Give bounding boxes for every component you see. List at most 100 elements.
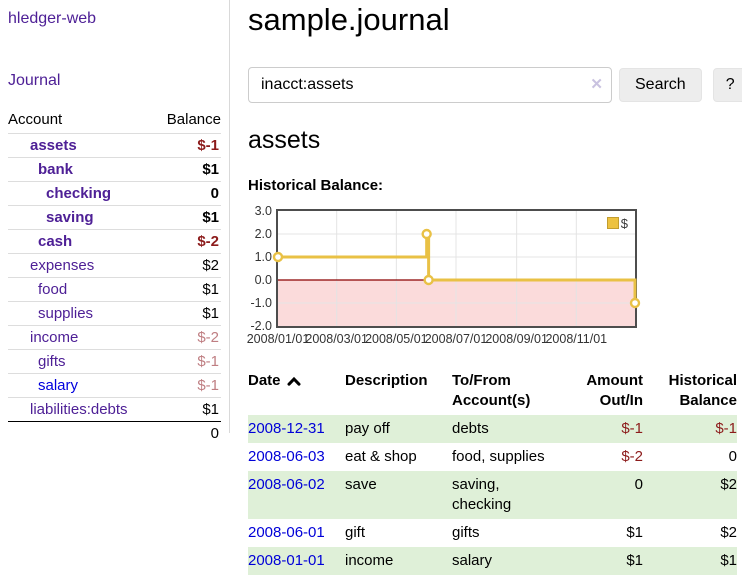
account-balance: $-1 [154,133,221,158]
search-form: ✕ Search ? [248,66,742,103]
transaction-row: 2008-06-02 save saving, checking 0 $2 [248,470,737,519]
account-balance: $-1 [154,349,221,374]
sidebar-account-link[interactable]: assets [30,137,77,154]
transaction-row: 2008-01-01 income salary $1 $1 [248,546,737,575]
transaction-amount: $-2 [621,447,643,465]
page-title: sample.journal [248,2,450,37]
account-tree-total-row: 0 [8,421,221,445]
sidebar-account-link[interactable]: bank [38,161,74,178]
x-axis-tick-label: 2008/07/01 [424,331,488,346]
date-header-label: Date [248,371,281,389]
account-row: liabilities:debts $1 [8,397,221,422]
y-axis-tick-label: -1.0 [250,295,272,310]
balance-column-header: Balance [166,111,221,128]
sidebar-account-link[interactable]: checking [46,185,112,202]
chart-legend: $ [606,215,628,231]
data-point-marker [629,297,641,308]
y-axis-tick-label: -2.0 [250,318,272,333]
chart-canvas [272,210,641,326]
account-row: gifts $-1 [8,349,221,374]
account-row: expenses $2 [8,253,221,278]
sidebar-account-link[interactable]: gifts [38,353,66,370]
account-tree-table: Account Balance assets $-1 bank $1 checking 0… [8,108,221,445]
account-balance: $1 [154,157,221,182]
sidebar-account-link[interactable]: supplies [38,305,94,322]
sidebar-item-journal[interactable]: Journal [8,72,61,89]
x-axis-tick-label: 2008/01/01 [246,331,310,346]
sidebar-account-link[interactable]: income [30,329,79,346]
x-axis-tick-label: 2008/11/01 [545,331,608,346]
sidebar-account-link[interactable]: saving [46,209,94,226]
x-axis-tick-label: 2008/03/01 [305,331,368,346]
account-row: salary $-1 [8,373,221,398]
account-balance: 0 [154,181,221,206]
transaction-description: save [345,470,452,519]
transaction-date-link[interactable]: 2008-12-31 [248,419,325,437]
accounts-header-line1: To/From [452,371,511,389]
transaction-description: income [345,546,452,575]
legend-swatch-icon [606,217,619,230]
sidebar-account-link[interactable]: food [38,281,68,298]
y-axis-tick-label: 1.0 [254,249,272,264]
transaction-row: 2008-06-01 gift gifts $1 $2 [248,519,737,547]
sidebar-account-link[interactable]: salary [38,377,79,394]
main-content: sample.journal ✕ Search ? assets Histori… [230,0,742,582]
historical-balance-chart: $ 3.0 2.0 1.0 0.0 -1.0 -2.0 2008/01/01 2008/03/… [246,203,668,346]
account-row: checking 0 [8,181,221,206]
data-point-marker [272,251,284,262]
transaction-balance: $2 [720,523,737,541]
transaction-accounts: gifts [452,523,480,541]
account-row: bank $1 [8,157,221,182]
total-balance: 0 [154,421,221,445]
total-spacer [8,421,155,445]
transaction-accounts: salary [452,546,570,575]
account-row: cash $-2 [8,229,221,254]
account-balance: $1 [154,277,221,302]
transaction-amount: $1 [570,546,643,575]
account-balance: $-1 [154,373,221,398]
sidebar-account-link[interactable]: expenses [30,257,95,274]
clear-search-icon[interactable]: ✕ [590,75,603,93]
app-brand-link[interactable]: hledger-web [8,10,97,27]
y-axis-tick-label: 2.0 [254,226,272,241]
date-column-header[interactable]: Date [248,369,345,415]
chart-title: Historical Balance: [248,176,384,194]
balance-header-line1: Historical [668,371,737,389]
account-tree-header-row: Account Balance [8,108,221,134]
account-balance: $1 [154,205,221,230]
account-row: saving $1 [8,205,221,230]
transaction-date-link[interactable]: 2008-06-02 [248,475,325,493]
transaction-date-link[interactable]: 2008-06-01 [248,523,325,541]
balance-column-header-register: Historical Balance [643,369,737,415]
account-balance: $-2 [154,229,221,254]
amount-column-header: Amount Out/In [570,369,643,415]
amount-header-line1: Amount [586,371,643,389]
transaction-date-link[interactable]: 2008-06-03 [248,447,325,465]
accounts-column-header: To/From Account(s) [452,369,570,415]
account-heading: assets [248,125,321,154]
sidebar-account-link[interactable]: cash [38,233,73,250]
transaction-accounts: saving, checking [452,470,570,519]
account-balance: $2 [154,253,221,278]
sidebar-account-link[interactable]: liabilities:debts [30,401,128,418]
account-balance: $-2 [154,325,221,350]
legend-label: $ [620,215,628,231]
search-button[interactable]: Search [619,67,702,102]
transaction-amount: $1 [626,523,643,541]
transaction-amount: 0 [570,470,643,519]
search-input[interactable] [248,66,612,103]
data-point-marker [423,274,434,285]
chart-plot-area: $ [272,208,641,328]
transaction-row: 2008-12-31 pay off debts $-1 $-1 [248,414,737,443]
transaction-description: eat & shop [345,447,417,465]
register-header-row: Date Description To/From Account(s) Amou… [248,369,737,415]
y-axis-tick-label: 3.0 [254,203,272,218]
account-balance: $1 [154,301,221,326]
transaction-date-link[interactable]: 2008-01-01 [248,551,325,569]
help-button[interactable]: ? [712,67,742,102]
data-point-marker [421,228,432,239]
transaction-accounts: debts [452,414,570,443]
description-column-header: Description [345,371,428,389]
x-axis-tick-label: 2008/05/01 [365,331,428,346]
account-row: income $-2 [8,325,221,350]
